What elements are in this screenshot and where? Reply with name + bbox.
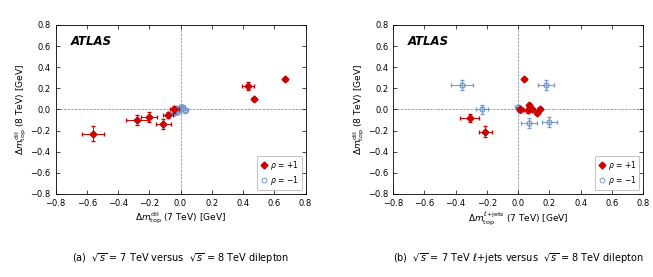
Text: (a)  $\sqrt{s}$ = 7 TeV versus  $\sqrt{s}$ = 8 TeV dilepton: (a) $\sqrt{s}$ = 7 TeV versus $\sqrt{s}$… bbox=[72, 251, 289, 266]
Text: ATLAS: ATLAS bbox=[71, 35, 112, 48]
Y-axis label: $\Delta m^{\mathrm{dil}}_{\mathrm{top}}$ (8 TeV) [GeV]: $\Delta m^{\mathrm{dil}}_{\mathrm{top}}$… bbox=[351, 64, 366, 155]
Y-axis label: $\Delta m^{\mathrm{dil}}_{\mathrm{top}}$ (8 TeV) [GeV]: $\Delta m^{\mathrm{dil}}_{\mathrm{top}}$… bbox=[14, 64, 29, 155]
Text: ATLAS: ATLAS bbox=[408, 35, 449, 48]
Text: (b)  $\sqrt{s}$ = 7 TeV $\ell$+jets versus  $\sqrt{s}$ = 8 TeV dilepton: (b) $\sqrt{s}$ = 7 TeV $\ell$+jets versu… bbox=[393, 251, 643, 266]
X-axis label: $\Delta m^{\ell\!+\!\mathrm{jets}}_{\mathrm{top}}$ (7 TeV) [GeV]: $\Delta m^{\ell\!+\!\mathrm{jets}}_{\mat… bbox=[468, 211, 569, 227]
X-axis label: $\Delta m^{\mathrm{dil}}_{\mathrm{top}}$ (7 TeV) [GeV]: $\Delta m^{\mathrm{dil}}_{\mathrm{top}}$… bbox=[135, 211, 226, 226]
Legend: $\rho$ = +1, $\rho$ = $-$1: $\rho$ = +1, $\rho$ = $-$1 bbox=[595, 156, 639, 190]
Legend: $\rho$ = +1, $\rho$ = $-$1: $\rho$ = +1, $\rho$ = $-$1 bbox=[257, 156, 302, 190]
